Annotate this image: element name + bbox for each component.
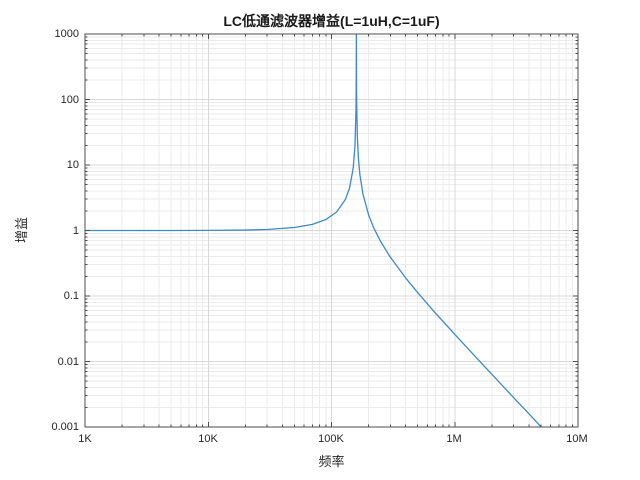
y-tick-label: 0.01 [57,356,79,368]
y-tick-label: 100 [60,94,79,106]
y-tick-label: 0.001 [51,421,79,433]
y-tick-label: 0.1 [63,290,79,302]
x-tick-label: 1M [446,433,462,445]
x-tick-label: 10M [566,433,588,445]
chart-title: LC低通滤波器增益(L=1uH,C=1uF) [223,13,440,29]
y-tick-label: 10 [66,159,79,171]
x-tick-label: 10K [198,433,218,445]
x-axis-label: 频率 [318,454,345,469]
y-tick-label: 1000 [54,28,79,40]
y-tick-label: 1 [72,225,79,237]
x-tick-label: 1K [78,433,92,445]
x-tick-label: 100K [318,433,344,445]
